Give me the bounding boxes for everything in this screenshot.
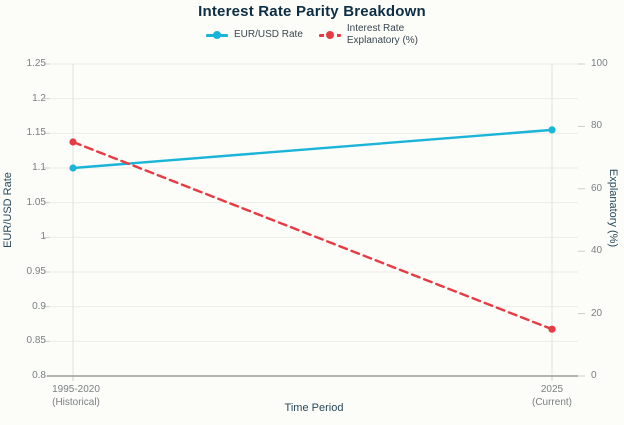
legend-item-eur-usd[interactable]: EUR/USD Rate <box>205 29 303 41</box>
y-axis-title-left: EUR/USD Rate <box>2 172 14 248</box>
y-tick-label-left: 0.85 <box>26 335 46 347</box>
legend-dot-icon <box>325 31 334 39</box>
y-tick-label-left: 1.2 <box>32 92 46 104</box>
legend-marker-line-dot-icon <box>205 31 228 39</box>
y-tick-label-right: 40 <box>591 245 603 257</box>
series-line-interest-rate-explanatory- <box>71 140 554 331</box>
y-tick-label-left: 1.05 <box>26 196 46 208</box>
series-line-eur-usd-rate <box>71 128 554 170</box>
y-tick-label-left: 0.95 <box>26 266 46 277</box>
y-tick-label-right: 100 <box>591 58 608 69</box>
y-tick-label-right: 80 <box>591 120 603 132</box>
legend-item-interest-rate[interactable]: Interest Rate Explanatory (%) <box>318 23 419 47</box>
legend-dot-icon <box>212 31 221 39</box>
x-tick-label-historical: 1995-2020 (Historical) <box>52 384 100 408</box>
y-tick-label-left: 1 <box>40 231 46 243</box>
legend-marker-dashed-line-dot-icon <box>318 31 341 39</box>
legend-label-interest-rate: Interest Rate Explanatory (%) <box>346 23 419 46</box>
x-tick-label-current: 2025 (Current) <box>531 384 572 408</box>
y-tick-label-left: 1.15 <box>26 127 46 139</box>
y-tick-label-right: 20 <box>591 307 603 319</box>
y-tick-label-left: 0.8 <box>32 370 46 381</box>
data-point[interactable] <box>69 138 77 146</box>
data-point[interactable] <box>548 325 556 333</box>
y-tick-label-left: 1.25 <box>26 58 46 69</box>
data-point[interactable] <box>548 126 556 134</box>
data-point[interactable] <box>69 164 77 172</box>
chart-title: Interest Rate Parity Breakdown <box>198 3 426 20</box>
y-tick-label-left: 0.9 <box>32 300 46 312</box>
y-tick-label-right: 0 <box>591 370 597 381</box>
y-tick-label-left: 1.1 <box>32 162 46 173</box>
y-tick-label-right: 60 <box>591 182 603 194</box>
legend: EUR/USD Rate Interest Rate Explanatory (… <box>0 23 624 47</box>
y-axis-title-right: Explanatory (%) <box>607 168 619 248</box>
x-axis-title: Time Period <box>284 402 344 414</box>
legend-label-eur-usd: EUR/USD Rate <box>233 29 303 40</box>
